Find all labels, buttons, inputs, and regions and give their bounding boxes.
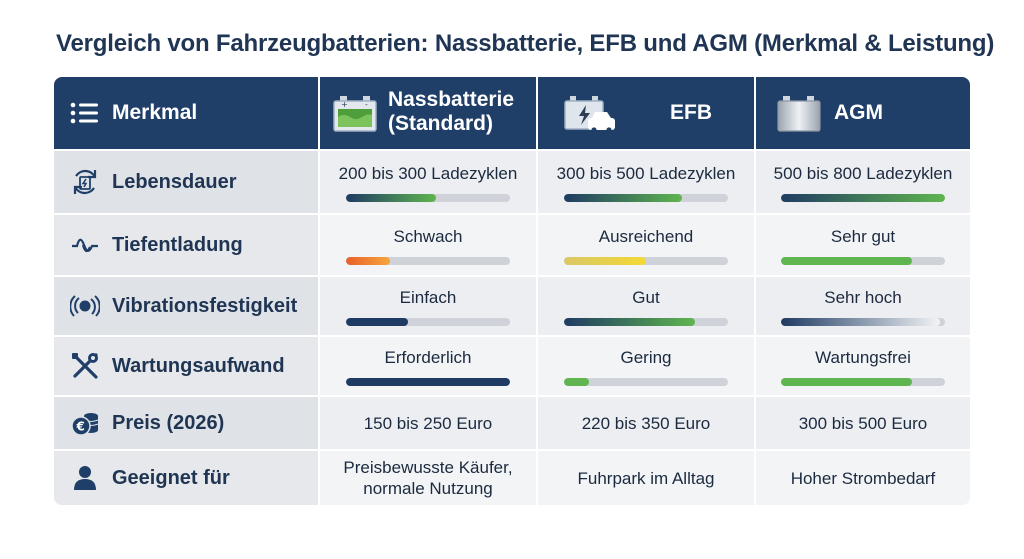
- header-nassbatterie-line2: (Standard): [388, 112, 493, 135]
- cell-value: Ausreichend: [598, 226, 694, 246]
- table-row: Tiefentladung Schwach Ausreichend Sehr g…: [54, 215, 970, 275]
- table-row: Vibrationsfestigkeit Einfach Gut Sehr ho…: [54, 277, 970, 335]
- row-label: Wartungsaufwand: [112, 354, 285, 377]
- user-icon: [74, 466, 96, 490]
- bar-fill: [564, 256, 646, 265]
- header-nassbatterie-line1: Nassbatterie: [388, 88, 515, 111]
- cell-value: Wartungsfrei: [815, 347, 911, 367]
- battery-silver-icon: [777, 96, 821, 132]
- table-row: Geeignet für Preisbewusste Käufer, norma…: [54, 451, 970, 505]
- header-nassbatterie: + - Nassbatterie (Standard): [320, 77, 536, 149]
- progress-bar: [346, 193, 510, 202]
- battery-green-icon: + -: [333, 96, 377, 132]
- progress-bar: [781, 193, 945, 202]
- row-label: Tiefentladung: [112, 233, 243, 256]
- row-label: Vibrationsfestigkeit: [112, 294, 298, 317]
- progress-bar: [781, 317, 945, 326]
- cell-value: 300 bis 500 Euro: [798, 413, 928, 433]
- bar-fill: [564, 377, 589, 386]
- bar-fill: [564, 193, 683, 202]
- bar-fill: [564, 317, 696, 326]
- row-label: Geeignet für: [112, 466, 230, 489]
- cell-value: Fuhrpark im Alltag: [577, 468, 715, 488]
- list-icon: [70, 102, 98, 124]
- row-label: Preis (2026): [112, 411, 225, 434]
- progress-bar: [346, 377, 510, 386]
- progress-bar: [781, 377, 945, 386]
- wave-icon: [72, 238, 98, 253]
- svg-text:-: -: [365, 100, 368, 109]
- progress-bar: [564, 317, 728, 326]
- bar-fill: [346, 193, 437, 202]
- table-row: € Preis (2026) 150 bis 250 Euro 220 bis …: [54, 397, 970, 449]
- progress-bar: [564, 377, 728, 386]
- cell-value: 200 bis 300 Ladezyklen: [338, 163, 518, 183]
- bar-fill: [346, 256, 391, 265]
- row-label: Lebensdauer: [112, 170, 237, 193]
- cell-value: Hoher Strombedarf: [790, 468, 936, 488]
- table-row: Wartungsaufwand Erforderlich Gering Wart…: [54, 337, 970, 395]
- progress-bar: [564, 256, 728, 265]
- battery-cycle-icon: [73, 169, 97, 195]
- header-agm: AGM: [756, 77, 970, 149]
- header-feature: Merkmal: [54, 77, 318, 149]
- svg-text:+: +: [341, 100, 348, 109]
- cell-value: Sehr gut: [830, 226, 896, 246]
- cell-value: Einfach: [399, 287, 457, 307]
- cell-value: 150 bis 250 Euro: [363, 413, 493, 433]
- cell-value: Erforderlich: [384, 347, 472, 367]
- progress-bar: [346, 256, 510, 265]
- header-efb: EFB: [538, 77, 754, 149]
- bar-fill: [346, 377, 510, 386]
- vibration-icon: [70, 295, 100, 317]
- bar-fill: [781, 256, 913, 265]
- coins-icon: €: [71, 413, 99, 436]
- cell-value: 500 bis 800 Ladezyklen: [773, 163, 953, 183]
- cell-value: Sehr hoch: [824, 287, 902, 307]
- table-row: Lebensdauer 200 bis 300 Ladezyklen 300 b…: [54, 151, 970, 213]
- svg-text:€: €: [76, 420, 85, 434]
- page-title: Vergleich von Fahrzeugbatterien: Nassbat…: [56, 30, 995, 57]
- bar-fill: [346, 317, 409, 326]
- cell-value: Gering: [620, 347, 672, 367]
- progress-bar: [781, 256, 945, 265]
- header-efb-label: EFB: [670, 101, 712, 124]
- progress-bar: [564, 193, 728, 202]
- cell-value: Gut: [632, 287, 660, 307]
- cell-value: Preisbewusste Käufer, normale Nutzung: [343, 458, 513, 498]
- comparison-table: Merkmal + - Nassbatterie (Standard) EFB: [54, 77, 970, 505]
- battery-car-icon: [564, 96, 615, 133]
- bar-fill: [781, 317, 941, 326]
- header-feature-label: Merkmal: [112, 101, 198, 124]
- cell-value: Schwach: [393, 226, 463, 246]
- cell-value: 220 bis 350 Euro: [581, 413, 711, 433]
- header-agm-label: AGM: [834, 101, 883, 124]
- cell-value: 300 bis 500 Ladezyklen: [556, 163, 736, 183]
- progress-bar: [346, 317, 510, 326]
- tools-icon: [72, 353, 98, 379]
- bar-fill: [781, 377, 913, 386]
- bar-fill: [781, 193, 945, 202]
